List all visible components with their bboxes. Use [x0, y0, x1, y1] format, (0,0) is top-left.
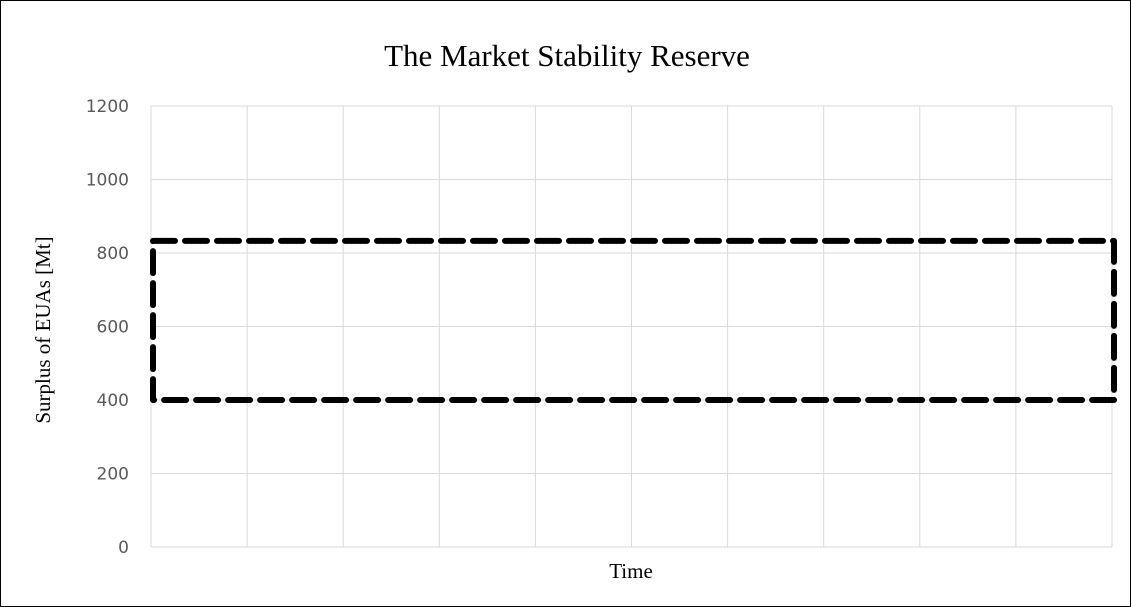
series-layer	[150, 237, 1117, 403]
y-tick-labels: 0 200 400 600 800 1000 1200	[86, 97, 129, 558]
y-tick-label: 0	[118, 538, 129, 558]
y-tick-label: 1200	[86, 97, 129, 117]
y-tick-label: 1000	[86, 171, 129, 191]
y-tick-label: 800	[97, 244, 129, 264]
y-tick-label: 600	[97, 318, 129, 338]
gridlines	[150, 105, 1113, 548]
chart-title: The Market Stability Reserve	[384, 38, 750, 73]
series-line	[150, 237, 1117, 403]
y-tick-label: 400	[97, 391, 129, 411]
y-axis-label: Surplus of EUAs [Mt]	[31, 236, 55, 423]
x-axis-label: Time	[609, 559, 653, 583]
y-tick-label: 200	[97, 465, 129, 485]
